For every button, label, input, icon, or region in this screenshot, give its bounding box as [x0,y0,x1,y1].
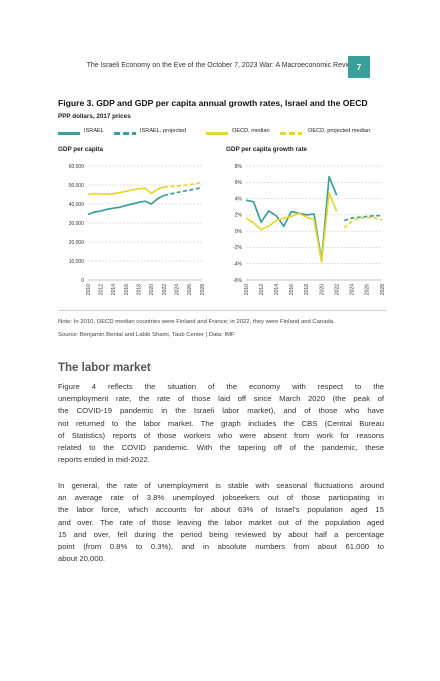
gdp-per-capita-chart: 0 10,000 20,000 30,000 40,000 50,000 60,000 201… [69,164,206,295]
y-tick-label: 30,000 [69,221,85,227]
series-line-israel [87,194,165,216]
right-panel-title: GDP per capita growth rate [226,146,308,153]
x-tick-label: 2010 [244,284,250,295]
paragraph-line: In general, the rate of unemployment is … [58,481,384,490]
x-tick-label: 2024 [350,284,356,295]
x-tick-label: 2018 [304,284,310,295]
series-line-oecd-projected-median [343,216,383,229]
y-tick-label: -6% [233,278,242,284]
paragraph-line: Figure 4 reflects the situation of the e… [58,382,384,391]
series-line-israel-projected [163,186,203,197]
paragraph-line: an average rate of 3.8% unemployed jobse… [58,493,384,503]
legend-label-oecd: OECD, median [232,128,270,134]
y-tick-label: 6% [235,180,243,186]
x-tick-label: 2014 [111,284,117,295]
series-line-oecd-projected-median [163,181,203,188]
paragraph-line: the labor force, which accounts for abou… [58,505,384,515]
x-tick-label: 2028 [380,284,386,295]
paragraph-line: the COVID-19 pandemic in the Israeli lab… [58,406,384,416]
paragraph-line: 15 and over, fell during the period bein… [58,529,384,539]
running-header: The Israeli Economy on the Eve of the Oc… [0,56,440,78]
y-tick-label: 60,000 [69,164,85,170]
x-tick-label: 2018 [136,284,142,295]
legend-label-israel-projected: ISRAEL, projected [140,128,187,134]
series-line-israel-projected [343,214,382,222]
x-tick-label: 2016 [124,284,130,295]
y-tick-label: -4% [233,262,242,268]
x-tick-label: 2028 [200,284,206,295]
x-tick-label: 2010 [86,284,92,295]
y-tick-label: 4% [235,196,243,202]
series-line-oecd-median [87,186,165,196]
x-tick-label: 2014 [274,284,280,295]
x-tick-label: 2026 [365,284,371,295]
figure-note: Note: In 2010, OECD median countries wer… [58,319,335,325]
y-tick-label: 8% [235,164,243,170]
section-heading: The labor market [58,362,151,374]
left-panel-title: GDP per capita [58,146,104,153]
paragraph-2: In general, the rate of unemployment is … [58,480,384,565]
running-title: The Israeli Economy on the Eve of the Oc… [86,62,356,69]
x-tick-label: 2024 [174,284,180,295]
paragraph-line: and over. The rate of those leaving the … [58,517,384,527]
paragraph-line: about 20,000. [58,554,106,564]
y-tick-label: 0% [235,229,243,235]
series-line-oecd-median [245,192,338,263]
figure-title: Figure 3. GDP and GDP per capita annual … [58,98,368,108]
legend-label-oecd-projected: OECD, projected median [308,128,371,134]
legend-swatch-israel-projected [114,132,136,135]
figure-bottom-rule [58,310,386,311]
figure-legend: ISRAEL ISRAEL, projected OECD, median OE… [58,128,388,140]
paragraph-line: unemployment rate, the rate of those lai… [58,394,384,404]
y-tick-label: 50,000 [69,183,85,189]
figure-source: Source: Benjamin Bental and Labib Shami,… [58,332,235,338]
legend-swatch-israel [58,132,80,135]
y-tick-label: 2% [235,213,243,219]
x-tick-label: 2016 [289,284,295,295]
paragraph-line: related to the COVID pandemic. With the … [58,443,384,453]
x-tick-label: 2026 [187,284,193,295]
paragraph-line: point (from 0.8% to 0.3%), and in absolu… [58,542,384,552]
paragraph-line: reports ended in mid-2022. [58,455,150,465]
paragraph-1: Figure 4 reflects the situation of the e… [58,381,384,466]
y-tick-label: 20,000 [69,240,85,246]
legend-swatch-oecd [206,132,228,135]
y-tick-label: 10,000 [69,259,85,265]
x-tick-label: 2022 [334,284,340,295]
y-tick-label: 40,000 [69,202,85,208]
y-tick-label: 0 [81,278,84,284]
page-number-badge: 7 [348,56,370,78]
x-tick-label: 2022 [162,284,168,295]
figure-subtitle: PPP dollars, 2017 prices [58,113,131,120]
growth-rate-chart: -6% -4% -2% 0% 2% 4% 6% 8% 2010 2012 2014 2016 2018 2… [233,164,386,295]
x-tick-label: 2020 [149,284,155,295]
y-tick-label: -2% [233,245,242,251]
paragraph-line: not returned to the labor market. The gr… [58,418,384,428]
paragraph-line: of Statistics) reports of those workers … [58,430,384,440]
x-tick-label: 2012 [259,284,265,295]
legend-label-israel: ISRAEL [84,128,104,134]
legend-swatch-oecd-projected [280,132,302,135]
x-tick-label: 2020 [319,284,325,295]
x-tick-label: 2012 [98,284,104,295]
